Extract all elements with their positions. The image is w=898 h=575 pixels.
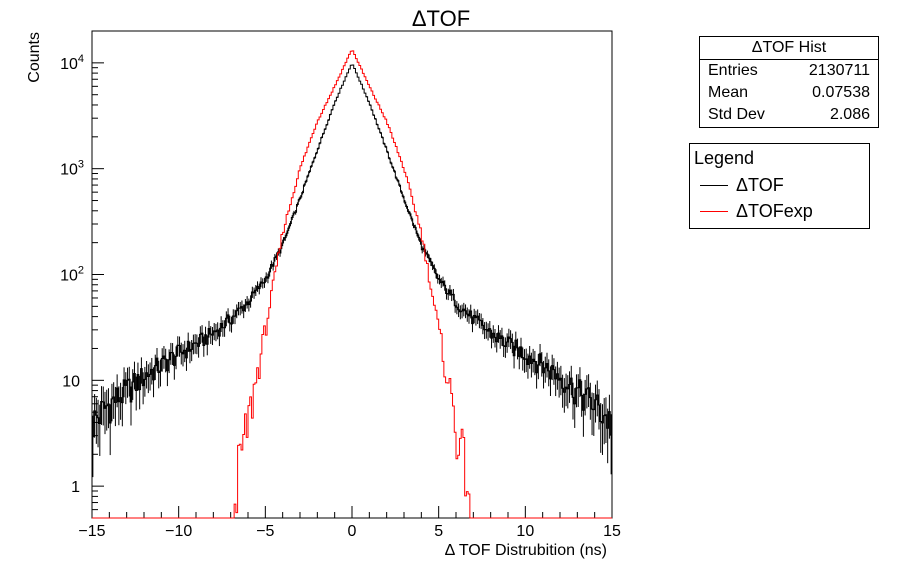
stats-label-stddev: Std Dev	[708, 106, 765, 123]
x-tick-label: −5	[256, 523, 274, 540]
legend-swatch-dtof	[700, 184, 728, 186]
stats-row-stddev: Std Dev 2.086	[700, 104, 878, 126]
x-axis-label: Δ TOF Distrubition (ns)	[445, 542, 607, 559]
x-tick-label: −15	[78, 523, 105, 540]
x-tick-label: 10	[516, 523, 534, 540]
legend-title: Legend	[694, 148, 755, 168]
stats-row-entries: Entries 2130711	[700, 60, 878, 82]
series-line	[92, 50, 612, 519]
legend-box: Legend ΔTOF ΔTOFexp	[689, 143, 870, 229]
legend-label-dtof: ΔTOF	[736, 174, 784, 195]
x-axis-ticks: −15 −10 −5 0 5 10 15	[78, 506, 621, 540]
stats-value-entries: 2130711	[808, 62, 870, 79]
stats-row-mean: Mean 0.07538	[700, 82, 878, 104]
stats-value-mean: 0.07538	[812, 84, 870, 101]
legend-item-dtofexp: ΔTOFexp	[690, 198, 869, 224]
stats-label-entries: Entries	[708, 62, 758, 79]
x-tick-label: 5	[434, 523, 443, 540]
stats-value-stddev: 2.086	[829, 106, 870, 123]
chart-title: ΔTOF	[412, 6, 470, 31]
y-tick-label: 104	[60, 53, 84, 73]
series-layer	[92, 50, 612, 519]
stats-title: ΔTOF Hist	[700, 37, 878, 60]
x-tick-label: 0	[348, 523, 357, 540]
y-tick-label: 10	[62, 373, 80, 390]
stats-label-mean: Mean	[708, 84, 749, 101]
y-tick-label: 102	[60, 265, 84, 285]
series-dtofexp	[92, 50, 612, 519]
legend-item-dtof: ΔTOF	[690, 172, 869, 198]
y-axis-label: Counts	[26, 32, 43, 83]
series-dtof	[92, 64, 612, 478]
legend-label-dtofexp: ΔTOFexp	[736, 200, 813, 221]
y-axis-ticks: 1 10 102 103 104	[60, 30, 104, 519]
x-tick-label: 15	[603, 523, 621, 540]
stats-box: ΔTOF Hist Entries 2130711 Mean 0.07538 S…	[699, 36, 879, 128]
plot-area-border	[91, 30, 613, 519]
series-line	[92, 64, 612, 438]
x-tick-label: −10	[165, 523, 192, 540]
y-tick-label: 103	[60, 159, 84, 179]
legend-swatch-dtofexp	[700, 210, 728, 212]
y-tick-label: 1	[71, 479, 80, 496]
plot-frame	[91, 30, 613, 519]
